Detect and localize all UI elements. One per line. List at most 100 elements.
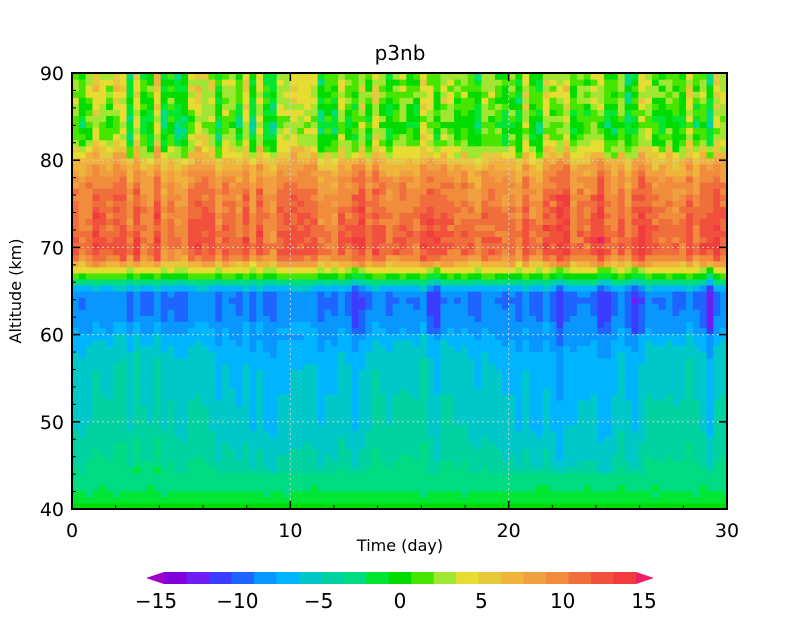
heatmap-cell: [317, 406, 326, 413]
heatmap-cell: [215, 430, 223, 437]
heatmap-cell: [433, 127, 442, 135]
heatmap-cell: [495, 460, 503, 468]
heatmap-cell: [99, 194, 107, 201]
heatmap-cell: [133, 333, 141, 341]
heatmap-cell: [181, 236, 189, 244]
heatmap-cell: [242, 472, 250, 480]
heatmap-cell: [72, 266, 80, 274]
heatmap-cell: [194, 478, 203, 486]
heatmap-cell: [344, 212, 353, 219]
heatmap-cell: [242, 236, 250, 244]
heatmap-cell: [440, 254, 448, 262]
heatmap-cell: [406, 387, 414, 395]
heatmap-cell: [399, 182, 407, 189]
heatmap-cell: [228, 224, 237, 232]
heatmap-cell: [467, 163, 476, 171]
heatmap-cell: [208, 91, 216, 98]
heatmap-cell: [508, 175, 517, 183]
heatmap-cell: [324, 333, 332, 341]
heatmap-cell: [392, 194, 401, 201]
heatmap-cell: [72, 466, 80, 474]
heatmap-cell: [324, 478, 332, 486]
heatmap-cell: [276, 103, 285, 110]
heatmap-cell: [242, 139, 250, 147]
heatmap-cell: [222, 393, 230, 401]
heatmap-cell: [501, 175, 510, 183]
heatmap-cell: [317, 254, 326, 262]
heatmap-cell: [365, 303, 373, 310]
heatmap-cell: [208, 406, 216, 413]
heatmap-cell: [324, 145, 332, 153]
heatmap-cell: [263, 139, 271, 147]
heatmap-cell: [263, 291, 271, 298]
heatmap-cell: [126, 194, 134, 201]
heatmap-cell: [324, 260, 332, 268]
heatmap-cell: [392, 478, 401, 486]
heatmap-cell: [106, 496, 114, 504]
heatmap-cell: [222, 139, 230, 147]
heatmap-cell: [488, 260, 496, 268]
heatmap-cell: [167, 448, 175, 456]
heatmap-cell: [406, 133, 414, 141]
heatmap-cell: [419, 175, 428, 183]
heatmap-cell: [126, 381, 134, 389]
heatmap-cell: [181, 454, 189, 462]
heatmap-cell: [303, 284, 312, 292]
heatmap-cell: [201, 424, 210, 431]
heatmap-cell: [174, 133, 182, 141]
heatmap-cell: [508, 466, 517, 474]
heatmap-cell: [433, 151, 442, 159]
heatmap-cell: [140, 424, 148, 431]
heatmap-cell: [385, 254, 394, 262]
heatmap-cell: [358, 454, 366, 462]
heatmap-cell: [338, 442, 346, 450]
heatmap-cell: [99, 163, 107, 171]
heatmap-cell: [535, 436, 544, 443]
heatmap-cell: [222, 79, 230, 86]
heatmap-cell: [529, 345, 537, 353]
heatmap-cell: [344, 406, 353, 413]
heatmap-cell: [263, 442, 271, 450]
heatmap-cell: [331, 466, 339, 474]
heatmap-cell: [263, 460, 271, 468]
heatmap-cell: [72, 182, 80, 189]
heatmap-cell: [481, 151, 489, 159]
heatmap-cell: [201, 315, 210, 322]
heatmap-cell: [440, 381, 448, 389]
heatmap-cell: [358, 206, 366, 213]
heatmap-cell: [297, 254, 305, 262]
heatmap-cell: [454, 484, 462, 492]
heatmap-cell: [481, 230, 489, 238]
heatmap-cell: [481, 418, 489, 425]
heatmap-cell: [290, 194, 298, 201]
heatmap-cell: [515, 169, 523, 177]
heatmap-cell: [99, 97, 107, 104]
heatmap-cell: [379, 188, 387, 195]
heatmap-cell: [365, 91, 373, 98]
heatmap-cell: [385, 333, 394, 341]
heatmap-cell: [242, 484, 250, 492]
heatmap-cell: [440, 375, 448, 383]
heatmap-cell: [372, 284, 380, 292]
heatmap-cell: [344, 79, 353, 86]
heatmap-cell: [392, 363, 401, 371]
heatmap-cell: [515, 351, 523, 359]
heatmap-cell: [78, 248, 87, 256]
heatmap-cell: [133, 188, 141, 195]
heatmap-cell: [515, 103, 523, 110]
heatmap-cell: [112, 109, 121, 116]
heatmap-cell: [399, 175, 407, 183]
heatmap-cell: [290, 315, 298, 322]
heatmap-cell: [249, 260, 257, 268]
heatmap-cell: [454, 145, 462, 153]
heatmap-cell: [208, 260, 216, 268]
heatmap-cell: [447, 400, 455, 407]
heatmap-cell: [256, 224, 264, 232]
heatmap-cell: [283, 406, 291, 413]
heatmap-cell: [481, 291, 489, 298]
heatmap-cell: [392, 230, 401, 238]
heatmap-cell: [419, 466, 428, 474]
heatmap-cell: [508, 109, 517, 116]
heatmap-cell: [454, 254, 462, 262]
heatmap-cell: [358, 85, 366, 92]
